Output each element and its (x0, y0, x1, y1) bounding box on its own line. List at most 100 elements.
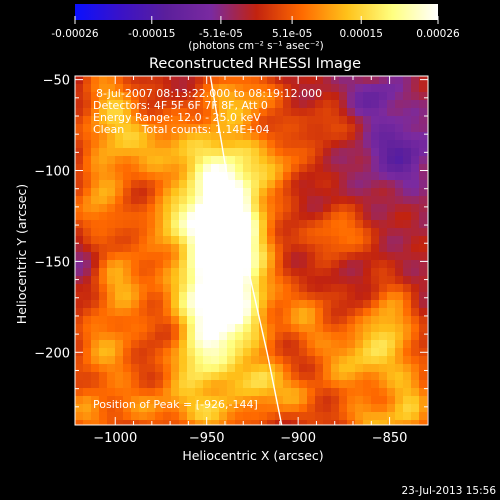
heatmap-cell (195, 252, 204, 261)
heatmap-cell (323, 84, 332, 93)
heatmap-cell (323, 332, 332, 341)
heatmap-cell (219, 244, 228, 253)
heatmap-cell (395, 268, 404, 277)
heatmap-cell (355, 76, 364, 85)
heatmap-cell (259, 228, 268, 237)
heatmap-cell (83, 252, 92, 261)
heatmap-cell (371, 108, 380, 117)
heatmap-cell (315, 372, 324, 381)
heatmap-cell (395, 332, 404, 341)
heatmap-cell (227, 164, 236, 173)
heatmap-cell (131, 108, 140, 117)
heatmap-cell (171, 172, 180, 181)
heatmap-cell (115, 76, 124, 85)
heatmap-cell (403, 212, 412, 221)
heatmap-cell (211, 260, 220, 269)
heatmap-cell (75, 92, 84, 101)
heatmap-cell (107, 252, 116, 261)
heatmap-cell (187, 228, 196, 237)
heatmap-cell (307, 260, 316, 269)
heatmap-cell (331, 380, 340, 389)
heatmap-cell (219, 388, 228, 397)
heatmap-cell (75, 172, 84, 181)
heatmap-cell (363, 420, 372, 425)
heatmap-cell (163, 116, 172, 125)
heatmap-cell (227, 332, 236, 341)
heatmap-cell (347, 380, 356, 389)
heatmap-cell (179, 252, 188, 261)
heatmap-cell (299, 116, 308, 125)
heatmap-cell (107, 172, 116, 181)
heatmap-cell (115, 308, 124, 317)
heatmap-cell (387, 300, 396, 309)
heatmap-cell (411, 372, 420, 381)
heatmap-cell (195, 420, 204, 425)
heatmap-cell (163, 212, 172, 221)
heatmap-cell (403, 308, 412, 317)
heatmap-cell (339, 212, 348, 221)
heatmap-cell (123, 228, 132, 237)
heatmap-cell (267, 244, 276, 253)
heatmap-cell (267, 92, 276, 101)
heatmap-cell (355, 84, 364, 93)
heatmap-cell (339, 324, 348, 333)
heatmap-cell (227, 404, 236, 413)
heatmap-cell (315, 220, 324, 229)
heatmap-cell (187, 180, 196, 189)
heatmap-cell (75, 308, 84, 317)
heatmap-cell (131, 124, 140, 133)
heatmap-cell (163, 276, 172, 285)
heatmap-cell (131, 388, 140, 397)
heatmap-cell (339, 220, 348, 229)
heatmap-cell (211, 396, 220, 405)
heatmap-cell (283, 196, 292, 205)
heatmap-cell (171, 148, 180, 157)
heatmap-cell (331, 404, 340, 413)
heatmap-cell (171, 124, 180, 133)
heatmap-cell (251, 156, 260, 165)
heatmap-cell (291, 180, 300, 189)
heatmap-cell (155, 220, 164, 229)
heatmap-cell (403, 108, 412, 117)
heatmap-cell (299, 404, 308, 413)
heatmap-cell (403, 156, 412, 165)
heatmap-cell (291, 148, 300, 157)
heatmap-cell (411, 180, 420, 189)
heatmap-cell (107, 324, 116, 333)
heatmap-cell (251, 244, 260, 253)
heatmap-cell (227, 116, 236, 125)
heatmap-cell (243, 284, 252, 293)
heatmap-cell (267, 324, 276, 333)
heatmap-cell (219, 300, 228, 309)
heatmap-cell (219, 268, 228, 277)
heatmap-cell (339, 84, 348, 93)
heatmap-cell (379, 196, 388, 205)
heatmap-cell (75, 356, 84, 365)
heatmap-cell (171, 420, 180, 425)
heatmap-cell (227, 388, 236, 397)
heatmap-cell (371, 276, 380, 285)
heatmap-cell (91, 172, 100, 181)
heatmap-cell (139, 108, 148, 117)
heatmap-cell (243, 252, 252, 261)
heatmap-cell (203, 260, 212, 269)
heatmap-cell (363, 148, 372, 157)
heatmap-cell (203, 268, 212, 277)
heatmap-cell (363, 92, 372, 101)
heatmap-cell (363, 220, 372, 229)
heatmap-cell (331, 268, 340, 277)
heatmap-cell (275, 260, 284, 269)
heatmap-cell (355, 380, 364, 389)
heatmap-cell (203, 380, 212, 389)
heatmap-cell (147, 164, 156, 173)
heatmap-cell (307, 124, 316, 133)
heatmap-cell (291, 348, 300, 357)
heatmap-cell (187, 140, 196, 149)
heatmap-cell (395, 188, 404, 197)
heatmap-cell (419, 396, 428, 405)
heatmap-cell (139, 188, 148, 197)
heatmap-cell (131, 300, 140, 309)
heatmap-cell (371, 212, 380, 221)
heatmap-cell (187, 76, 196, 85)
heatmap-cell (283, 404, 292, 413)
